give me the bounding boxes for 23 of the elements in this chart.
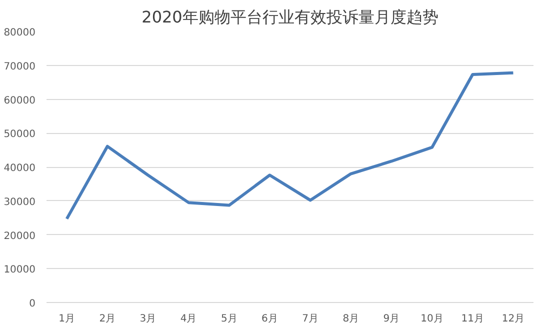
y-tick-label: 30000 bbox=[4, 196, 36, 208]
y-tick-label: 20000 bbox=[4, 230, 36, 242]
x-tick-label: 4月 bbox=[180, 314, 197, 324]
y-tick-label: 40000 bbox=[4, 163, 36, 174]
x-tick-label: 11月 bbox=[461, 314, 484, 324]
x-tick-label: 5月 bbox=[220, 314, 238, 324]
y-tick-label: 70000 bbox=[4, 61, 36, 72]
chart-title: 2020年购物平台行业有效投诉量月度趋势 bbox=[142, 8, 438, 26]
x-tick-label: 7月 bbox=[302, 314, 318, 324]
x-tick-label: 8月 bbox=[342, 314, 360, 324]
y-tick-label: 80000 bbox=[4, 28, 36, 38]
x-tick-label: 3月 bbox=[140, 314, 156, 324]
x-tick-label: 1月 bbox=[58, 314, 75, 324]
y-tick-label: 50000 bbox=[4, 129, 36, 140]
y-tick-label: 0 bbox=[29, 298, 36, 310]
y-tick-label: 60000 bbox=[4, 95, 36, 106]
y-tick-label: 10000 bbox=[4, 264, 36, 276]
x-tick-label: 2月 bbox=[99, 314, 116, 324]
x-tick-label: 12月 bbox=[502, 314, 525, 324]
line-series bbox=[65, 71, 515, 220]
x-tick-label: 6月 bbox=[262, 314, 278, 324]
x-tick-label: 9月 bbox=[383, 314, 400, 324]
x-tick-label: 10月 bbox=[420, 314, 444, 324]
